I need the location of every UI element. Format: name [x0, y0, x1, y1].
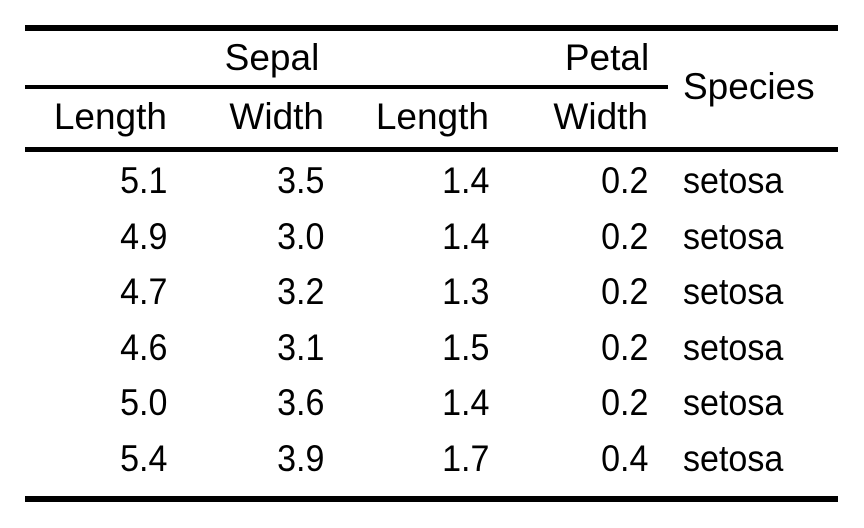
cell-value: 5.4: [119, 438, 167, 479]
spanner-sepal: Sepal: [224, 37, 320, 78]
cell-value: 4.7: [119, 271, 167, 312]
cell-value: 3.6: [276, 382, 324, 423]
cell-species: setosa: [648, 320, 838, 376]
cell-value: setosa: [683, 327, 784, 368]
cell-petal-width: 0.2: [489, 209, 648, 265]
cell-value: 3.9: [276, 438, 324, 479]
cell-petal-length: 1.4: [324, 153, 489, 209]
cell-petal-length: 1.5: [324, 320, 489, 376]
table-row: 5.4 3.9 1.7 0.4 setosa: [25, 431, 838, 487]
table-row: 4.6 3.1 1.5 0.2 setosa: [25, 320, 838, 376]
cell-value: 1.4: [441, 160, 489, 201]
cell-value: 3.1: [276, 327, 324, 368]
cell-sepal-length: 4.6: [25, 320, 167, 376]
cell-species: setosa: [648, 431, 838, 487]
cell-petal-width: 0.4: [489, 431, 648, 487]
column-header-petal-length: Length: [375, 96, 489, 137]
cell-value: 1.4: [441, 382, 489, 423]
cell-value: 3.5: [276, 160, 324, 201]
table-row: 4.9 3.0 1.4 0.2 setosa: [25, 209, 838, 265]
cell-value: 1.4: [441, 216, 489, 257]
cell-species: setosa: [648, 264, 838, 320]
table-row: 4.7 3.2 1.3 0.2 setosa: [25, 264, 838, 320]
cell-sepal-length: 4.9: [25, 209, 167, 265]
cell-value: 5.1: [119, 160, 167, 201]
cell-value: 5.0: [119, 382, 167, 423]
species-column-header: Species: [683, 66, 815, 107]
column-header-petal-width: Width: [553, 96, 648, 137]
cell-value: 1.7: [441, 438, 489, 479]
cell-value: 3.0: [276, 216, 324, 257]
cell-value: 0.2: [600, 382, 648, 423]
cell-value: setosa: [683, 438, 784, 479]
cell-sepal-width: 3.9: [167, 431, 324, 487]
table-header-rule: [25, 147, 838, 152]
cell-species: setosa: [648, 209, 838, 265]
cell-sepal-width: 3.6: [167, 375, 324, 431]
cell-value: setosa: [683, 216, 784, 257]
subheader-row: Length Width Length Width: [25, 98, 838, 136]
cell-value: 0.4: [600, 438, 648, 479]
cell-value: 0.2: [600, 160, 648, 201]
cell-sepal-width: 3.0: [167, 209, 324, 265]
table-bottom-rule: [25, 496, 838, 502]
cell-sepal-length: 5.0: [25, 375, 167, 431]
cell-value: 1.5: [441, 327, 489, 368]
cell-petal-width: 0.2: [489, 320, 648, 376]
cell-petal-width: 0.2: [489, 153, 648, 209]
cell-species: setosa: [648, 375, 838, 431]
table-top-rule: [25, 25, 838, 31]
cell-sepal-width: 3.2: [167, 264, 324, 320]
cell-value: 0.2: [600, 271, 648, 312]
cell-value: 4.6: [119, 327, 167, 368]
cell-sepal-width: 3.5: [167, 153, 324, 209]
cell-species: setosa: [648, 153, 838, 209]
table-row: 5.1 3.5 1.4 0.2 setosa: [25, 153, 838, 209]
cell-petal-length: 1.4: [324, 209, 489, 265]
cell-petal-length: 1.4: [324, 375, 489, 431]
cell-value: 0.2: [600, 216, 648, 257]
cell-value: setosa: [683, 382, 784, 423]
spanner-petal: Petal: [564, 37, 650, 78]
column-header-sepal-length: Length: [53, 96, 167, 137]
cell-sepal-length: 5.4: [25, 431, 167, 487]
cell-value: setosa: [683, 271, 784, 312]
cell-petal-length: 1.3: [324, 264, 489, 320]
cell-value: 3.2: [276, 271, 324, 312]
column-header-sepal-width: Width: [229, 96, 324, 137]
cell-sepal-length: 4.7: [25, 264, 167, 320]
cell-petal-length: 1.7: [324, 431, 489, 487]
table-row: 5.0 3.6 1.4 0.2 setosa: [25, 375, 838, 431]
cell-value: setosa: [683, 160, 784, 201]
cell-petal-width: 0.2: [489, 264, 648, 320]
spanner-underline-rule: [25, 85, 668, 89]
column-header-spacer: [648, 98, 838, 136]
cell-sepal-width: 3.1: [167, 320, 324, 376]
cell-sepal-length: 5.1: [25, 153, 167, 209]
cell-value: 0.2: [600, 327, 648, 368]
cell-value: 4.9: [119, 216, 167, 257]
cell-value: 1.3: [441, 271, 489, 312]
cell-petal-width: 0.2: [489, 375, 648, 431]
